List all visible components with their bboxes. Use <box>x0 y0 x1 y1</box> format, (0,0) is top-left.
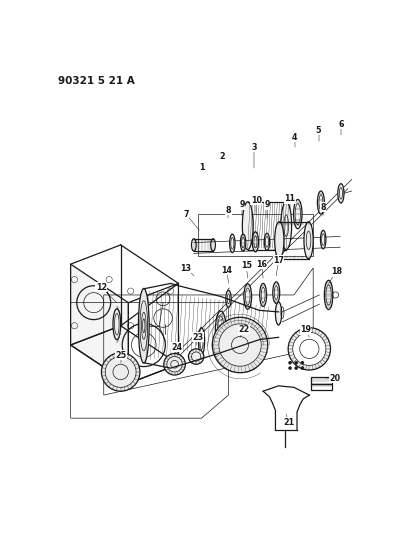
Ellipse shape <box>189 349 204 364</box>
Ellipse shape <box>219 324 261 366</box>
Text: 9: 9 <box>240 200 245 209</box>
Text: 25: 25 <box>115 351 126 360</box>
Text: 7: 7 <box>183 209 189 219</box>
Ellipse shape <box>241 234 246 251</box>
Text: 24: 24 <box>171 343 183 352</box>
Ellipse shape <box>230 234 235 253</box>
Ellipse shape <box>320 230 326 249</box>
Ellipse shape <box>288 328 330 370</box>
Polygon shape <box>71 264 129 384</box>
Circle shape <box>301 367 304 370</box>
Text: 13: 13 <box>181 263 192 272</box>
Ellipse shape <box>113 309 120 340</box>
Ellipse shape <box>276 302 282 325</box>
Ellipse shape <box>304 222 313 259</box>
Text: 8: 8 <box>226 206 231 215</box>
Ellipse shape <box>252 232 258 252</box>
Text: 12: 12 <box>96 283 107 292</box>
Ellipse shape <box>281 202 292 249</box>
Ellipse shape <box>260 284 267 306</box>
Text: 5: 5 <box>316 126 321 135</box>
Ellipse shape <box>212 317 268 373</box>
Text: 8: 8 <box>320 203 326 212</box>
Text: 14: 14 <box>221 266 233 275</box>
Text: 10: 10 <box>251 196 262 205</box>
Ellipse shape <box>242 202 253 249</box>
Text: 17: 17 <box>273 256 284 265</box>
Ellipse shape <box>105 357 136 387</box>
Text: 16: 16 <box>256 260 267 269</box>
Ellipse shape <box>273 282 280 303</box>
Ellipse shape <box>226 290 231 308</box>
Circle shape <box>295 367 298 370</box>
Bar <box>311 384 332 391</box>
Bar <box>311 377 332 384</box>
Ellipse shape <box>324 280 333 310</box>
Text: 3: 3 <box>251 143 257 151</box>
Text: 18: 18 <box>331 268 342 276</box>
Ellipse shape <box>138 288 149 363</box>
Circle shape <box>301 361 304 364</box>
Text: 15: 15 <box>241 261 252 270</box>
Ellipse shape <box>293 199 302 229</box>
Text: 22: 22 <box>238 325 249 334</box>
Text: 11: 11 <box>285 194 295 203</box>
Ellipse shape <box>264 233 270 251</box>
Ellipse shape <box>318 191 324 214</box>
Text: 1: 1 <box>199 164 204 172</box>
Text: 2: 2 <box>220 152 225 161</box>
Text: 4: 4 <box>292 133 297 142</box>
Text: 9: 9 <box>264 200 270 209</box>
Text: 90321 5 21 A: 90321 5 21 A <box>58 76 134 85</box>
Ellipse shape <box>140 301 147 351</box>
Circle shape <box>289 361 292 364</box>
Text: 6: 6 <box>338 119 344 128</box>
Ellipse shape <box>102 353 140 391</box>
Text: 21: 21 <box>283 417 294 426</box>
Ellipse shape <box>164 353 185 375</box>
Circle shape <box>289 367 292 370</box>
Ellipse shape <box>293 332 326 366</box>
Ellipse shape <box>244 284 251 309</box>
Circle shape <box>295 361 298 364</box>
Ellipse shape <box>338 184 344 203</box>
Text: 23: 23 <box>192 333 203 342</box>
Ellipse shape <box>275 222 284 259</box>
Text: 20: 20 <box>329 374 340 383</box>
Text: 19: 19 <box>300 325 311 334</box>
